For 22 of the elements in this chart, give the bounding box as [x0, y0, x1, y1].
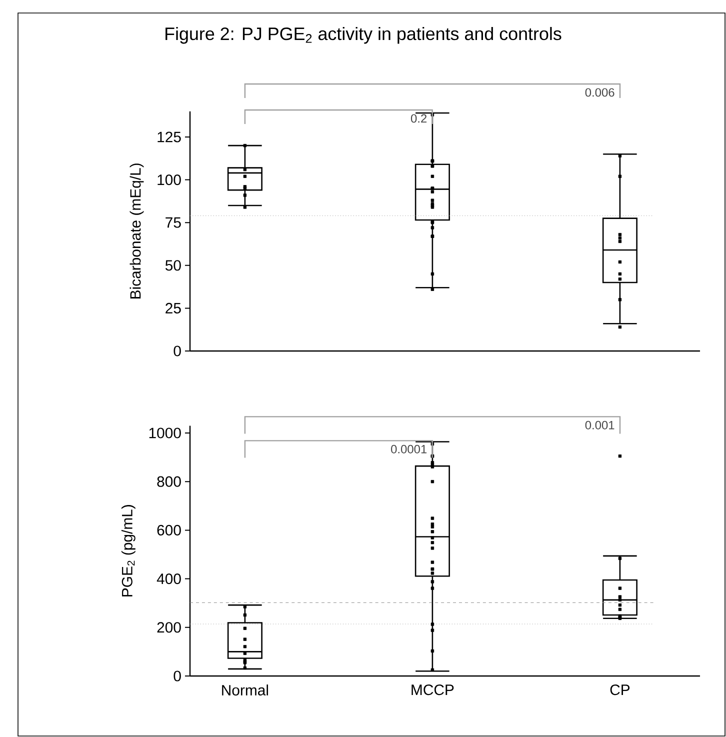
- y-tick-label: 50: [165, 260, 181, 271]
- y-tick-label: 1000: [149, 428, 181, 438]
- chart-title: Figure 2: PJ PGE$_{2}$ activity in patients and controls: [166, 26, 562, 44]
- y-tick-label: 800: [157, 476, 181, 487]
- y-tick-label: 400: [156, 574, 181, 584]
- y-tick-label: 0: [174, 346, 181, 356]
- annotation: 0.001: [585, 420, 614, 430]
- y-tick-label: 100: [158, 174, 181, 186]
- y-tick-label: 75: [166, 217, 181, 228]
- y-axis-title: Bicarbonate (mEq/L): [130, 164, 144, 298]
- y-tick-label: 200: [157, 622, 181, 633]
- y-tick-label: 0: [174, 670, 181, 682]
- y-tick-label: 125: [158, 132, 181, 142]
- annotation: 0.2: [410, 114, 427, 123]
- annotation: 0.0001: [391, 444, 427, 454]
- y-tick-label: 600: [157, 524, 181, 536]
- x-tick-label: CP: [610, 684, 630, 696]
- x-tick-label: Normal: [222, 684, 268, 696]
- x-tick-label: MCCP: [412, 684, 454, 696]
- y-tick-label: 25: [166, 302, 181, 314]
- y-axis-title: PGE$_{2}$ (pg/mL): [121, 505, 136, 596]
- text: 0.006: [585, 88, 614, 97]
